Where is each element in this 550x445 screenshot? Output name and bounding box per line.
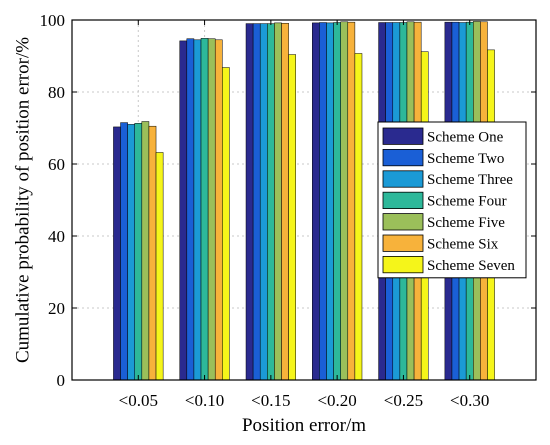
x-axis-title: Position error/m [242,415,366,436]
bar [274,22,282,381]
bar [222,67,230,381]
legend-swatch [382,127,424,145]
bar [200,38,209,381]
y-tick-label: 100 [40,11,66,30]
bar-group [179,38,230,381]
bar [120,122,128,381]
x-tick-label: <0.30 [450,391,489,410]
bar [148,125,157,381]
bar [288,54,296,381]
bar-group [113,121,164,381]
bar [354,53,363,381]
y-axis-ticks: 0 20 40 60 80 100 [40,11,536,390]
bar [207,38,216,381]
legend-swatch [382,255,424,274]
bar [134,123,143,381]
y-tick-label: 0 [57,371,66,390]
y-tick-label: 20 [48,299,65,318]
bar [281,22,289,381]
bar [326,22,334,381]
legend-label: Scheme Three [427,172,513,188]
x-tick-label: <0.20 [317,391,356,410]
bar [186,38,195,381]
y-axis-title: Cumulative probability of position error… [12,37,33,363]
x-tick-label: <0.25 [384,391,423,410]
bar [245,23,254,381]
bar [193,39,202,381]
x-tick-label: <0.15 [251,391,290,410]
legend-item: Scheme Four [382,191,507,210]
bar [141,121,150,381]
x-tick-label: <0.10 [185,391,224,410]
bar [333,22,341,381]
bar-group [245,22,296,381]
legend-label: Scheme Seven [427,258,515,274]
legend-swatch [382,234,424,252]
bar-group [312,21,363,381]
legend-item: Scheme Two [382,148,504,167]
legend-item: Scheme One [382,127,504,145]
y-tick-label: 40 [48,227,65,246]
y-tick-label: 80 [48,83,65,102]
bar [319,22,327,381]
bar [113,126,121,381]
bar [155,152,164,381]
bar [259,23,268,381]
x-tick-label: <0.05 [119,391,158,410]
bar [347,21,356,381]
bar [312,22,320,381]
legend-item: Scheme Five [382,213,505,231]
plot-frame [71,19,537,381]
bar [179,40,188,381]
bar [340,21,349,381]
legend-swatch [382,213,424,231]
legend-label: Scheme Four [427,194,507,210]
legend-label: Scheme One [427,129,504,145]
x-axis-ticks: <0.05 <0.10 <0.15 <0.20 <0.25 <0.30 [119,20,489,410]
legend-swatch [382,170,424,188]
legend-label: Scheme Two [427,151,504,167]
bar [267,23,275,381]
legend-item: Scheme Six [382,234,499,252]
legend: Scheme One Scheme Two Scheme Three Scheme F… [377,121,527,279]
legend-swatch [382,148,424,167]
bar [127,124,135,381]
legend-item: Scheme Seven [382,255,515,274]
legend-label: Scheme Five [427,215,505,231]
y-tick-label: 60 [48,155,65,174]
legend-swatch [382,191,424,209]
legend-item: Scheme Three [382,170,513,188]
bar [214,39,223,381]
legend-label: Scheme Six [427,236,499,252]
bar [252,23,261,381]
